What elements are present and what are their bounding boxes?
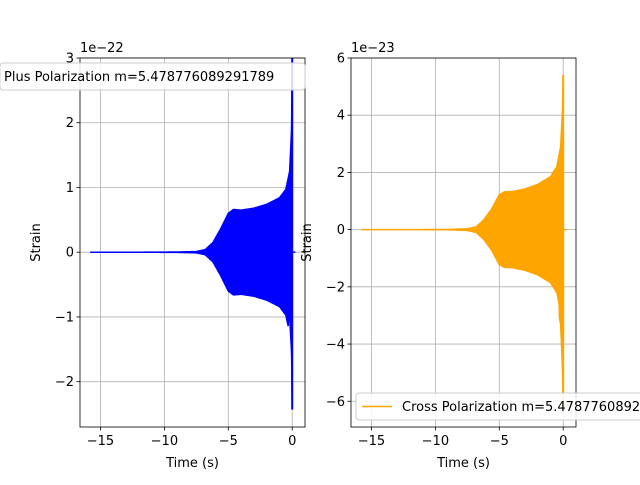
x-tick-label: −5 [490, 434, 509, 449]
y-tick-label: −1 [55, 310, 74, 325]
series-1 [361, 75, 567, 407]
x-axis-label: Time (s) [165, 456, 219, 471]
y-tick-label: 0 [337, 223, 345, 238]
legend-box [0, 62, 306, 91]
x-tick-label: −15 [87, 434, 114, 449]
x-tick-label: −10 [422, 434, 449, 449]
axes-frame [79, 57, 306, 428]
y-axis-label: Strain [29, 223, 44, 262]
x-tick-label: 0 [288, 434, 296, 449]
y-tick-label: 2 [66, 116, 74, 131]
x-tick-label: −5 [219, 434, 238, 449]
y-offset-label: 1e−22 [80, 41, 124, 56]
legend: Cross Polarization m=5.478776089291789 [355, 392, 640, 421]
y-tick-label: −6 [326, 395, 345, 410]
y-tick-label: −2 [326, 280, 345, 295]
legend-label: Cross Polarization m=5.478776089291789 [402, 400, 640, 415]
legend-label: Plus Polarization m=5.478776089291789 [4, 70, 274, 85]
y-offset-label: 1e−23 [351, 41, 395, 56]
y-tick-label: 3 [66, 52, 74, 67]
x-tick-label: 0 [559, 434, 567, 449]
y-tick-label: 6 [337, 52, 345, 67]
y-tick-label: −4 [326, 338, 345, 353]
y-tick-label: −2 [55, 375, 74, 390]
legend: Plus Polarization m=5.478776089291789 [0, 62, 306, 91]
series-waveform [361, 75, 564, 407]
axes-frame [350, 57, 577, 428]
y-tick-label: 2 [337, 166, 345, 181]
x-tick-label: −15 [358, 434, 385, 449]
y-axis-label: Strain [300, 223, 315, 262]
x-tick-label: −10 [151, 434, 178, 449]
x-axis-label: Time (s) [436, 456, 490, 471]
subplot-2: −15 −10 −5 0 −6 −4 −2 0 2 4 6 Time (s) Strain 1e−23 Cr… [300, 41, 640, 471]
legend-box [355, 392, 640, 421]
y-tick-label: 4 [337, 109, 345, 124]
series-waveform [90, 58, 293, 410]
series-1 [90, 58, 296, 410]
y-tick-label: 0 [66, 246, 74, 261]
y-tick-label: 1 [66, 181, 74, 196]
